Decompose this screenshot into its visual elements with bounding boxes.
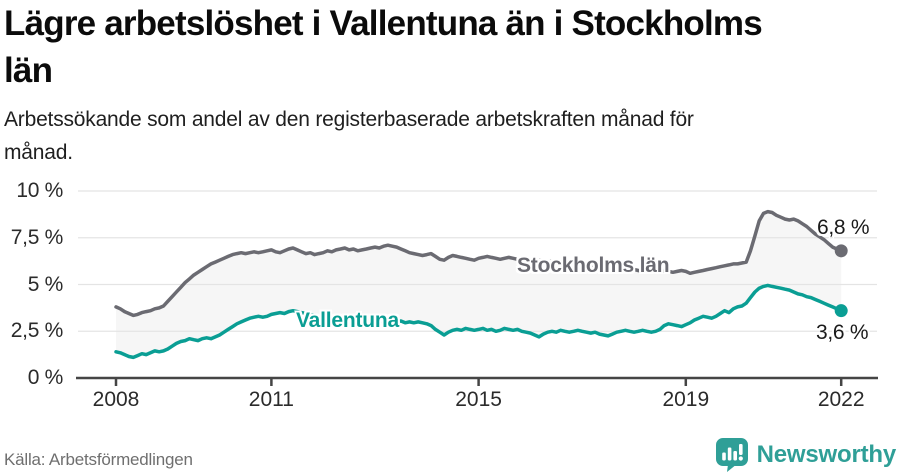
x-tick-2019: 2019: [662, 388, 710, 411]
stockholm-end-value-label: 6,8 %: [817, 216, 870, 239]
y-tick-5: 5 %: [27, 272, 64, 296]
vallentuna-line: [114, 283, 843, 360]
vallentuna-end-value-label: 3,6 %: [816, 321, 869, 344]
gridlines: [78, 190, 877, 332]
stockholm-line: [114, 209, 843, 318]
subtitle-line-1: Arbetssökande som andel av den registerb…: [4, 108, 694, 131]
x-tick-2022: 2022: [817, 388, 865, 411]
x-axis-ticks: [114, 379, 843, 386]
newsworthy-logo-link[interactable]: Newsworthy: [715, 438, 897, 472]
x-tick-2015: 2015: [455, 388, 502, 411]
page-title: Lägre arbetslöshet i Vallentuna än i Sto…: [4, 0, 898, 94]
x-tick-2011: 2011: [248, 388, 294, 411]
vallentuna-end-dot: [834, 304, 848, 318]
newsworthy-wordmark: Newsworthy: [756, 441, 897, 468]
title-line-2: län: [4, 51, 53, 90]
newsworthy-logo-icon: [715, 438, 748, 472]
title-line-1: Lägre arbetslöshet i Vallentuna än i Sto…: [4, 4, 763, 43]
stockholm-series-label: Stockholms län: [517, 254, 670, 277]
chart-subtitle: Arbetssökande som andel av den registerb…: [4, 103, 864, 169]
vallentuna-series-label: Vallentuna: [296, 309, 400, 332]
y-tick-10: 10 %: [16, 179, 63, 202]
source-note: Källa: Arbetsförmedlingen: [4, 450, 193, 469]
x-tick-2008: 2008: [92, 388, 140, 411]
subtitle-line-2: månad.: [4, 141, 73, 164]
stockholm-end-dot: [834, 244, 848, 258]
y-tick-2-5: 2,5 %: [10, 319, 64, 343]
y-tick-7-5: 7,5 %: [10, 225, 64, 249]
y-tick-0: 0 %: [27, 366, 64, 389]
